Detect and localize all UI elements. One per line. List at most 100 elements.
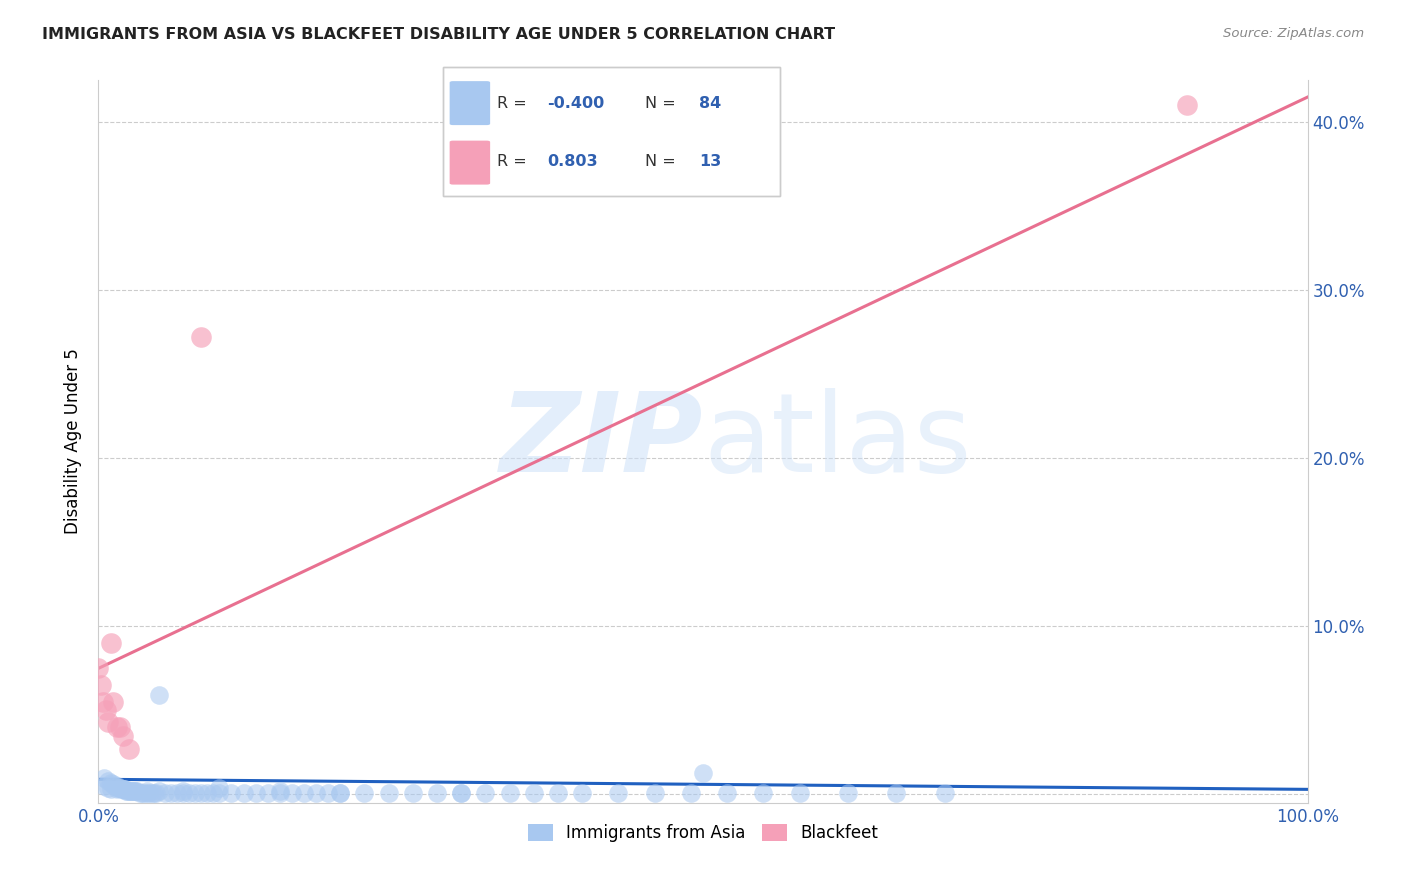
Point [269,784,291,798]
Point [112,782,135,797]
Point [329,786,352,800]
Point [143,786,166,800]
Point [208,780,231,795]
Text: N =: N = [645,153,682,169]
Point [90,678,112,692]
Legend: Immigrants from Asia, Blackfeet: Immigrants from Asia, Blackfeet [522,817,884,848]
FancyBboxPatch shape [450,81,491,125]
Text: 84: 84 [699,95,721,111]
Point [190,786,212,800]
Point [179,786,201,800]
Point [316,786,339,800]
Point [547,786,569,800]
Text: Source: ZipAtlas.com: Source: ZipAtlas.com [1223,27,1364,40]
Point [101,695,124,709]
Point [131,786,153,800]
Point [93,779,115,793]
Text: 0.803: 0.803 [547,153,598,169]
Y-axis label: Disability Age Under 5: Disability Age Under 5 [65,349,83,534]
Point [135,784,157,798]
Point [607,786,630,800]
Point [166,786,188,800]
Point [114,782,136,797]
Point [245,786,267,800]
Text: R =: R = [496,95,531,111]
Point [402,786,425,800]
Point [426,786,449,800]
Point [127,784,149,798]
Point [107,780,129,795]
Point [886,786,908,800]
FancyBboxPatch shape [450,141,491,185]
Point [94,703,117,717]
Point [135,786,157,800]
Point [329,786,352,800]
Point [111,729,134,743]
Text: 13: 13 [699,153,721,169]
Text: -0.400: -0.400 [547,95,605,111]
Point [111,782,134,797]
Point [232,786,254,800]
Point [93,771,115,785]
Point [256,786,278,800]
Point [91,695,114,709]
Point [221,786,243,800]
Point [97,774,120,789]
Point [138,786,160,800]
Point [377,786,399,800]
Point [202,786,225,800]
Point [105,720,128,734]
Point [679,786,702,800]
Point [172,786,194,800]
Point [117,784,139,798]
Point [141,786,163,800]
Point [716,786,738,800]
Point [789,786,811,800]
Point [148,784,170,798]
Text: atlas: atlas [703,388,972,495]
Point [934,786,956,800]
Point [208,786,231,800]
Point [97,780,120,795]
Text: N =: N = [645,95,682,111]
Point [108,780,131,795]
Point [184,786,207,800]
Point [115,784,138,798]
Point [118,742,141,756]
Point [160,786,183,800]
Point [474,786,496,800]
Point [105,782,128,797]
Point [124,784,146,798]
Point [190,330,212,344]
Point [128,786,150,800]
Point [450,786,472,800]
Point [145,786,167,800]
Text: IMMIGRANTS FROM ASIA VS BLACKFEET DISABILITY AGE UNDER 5 CORRELATION CHART: IMMIGRANTS FROM ASIA VS BLACKFEET DISABI… [42,27,835,42]
Point [148,688,170,702]
Point [752,786,775,800]
Point [1175,98,1198,112]
Point [108,780,131,795]
Point [97,715,120,730]
Point [523,786,546,800]
Point [122,784,145,798]
Point [195,786,218,800]
Point [353,786,375,800]
Point [100,782,122,797]
Point [103,779,125,793]
Point [124,784,146,798]
Point [281,786,304,800]
Point [837,786,859,800]
Point [105,779,128,793]
Point [305,786,328,800]
Point [644,786,666,800]
Point [87,661,110,675]
Point [111,782,134,797]
Point [120,784,142,798]
Point [121,784,143,798]
Point [100,636,122,650]
Text: ZIP: ZIP [499,388,703,495]
Point [153,786,176,800]
Point [100,775,122,789]
Point [172,784,194,798]
